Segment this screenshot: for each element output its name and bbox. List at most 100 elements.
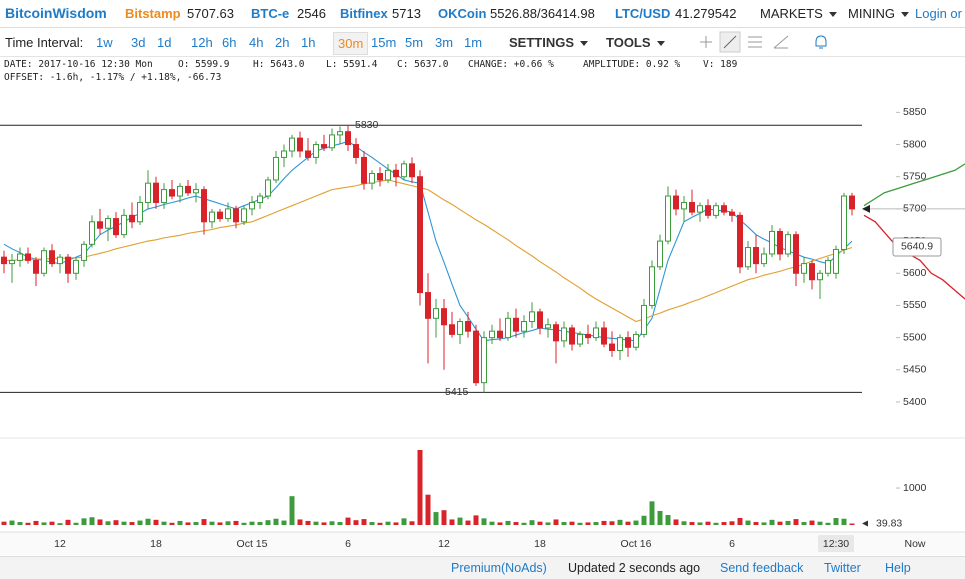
candle-body xyxy=(137,201,143,223)
interval[interactable]: 1w xyxy=(96,35,113,50)
volume-bar xyxy=(225,521,231,525)
volume-bar xyxy=(457,517,463,525)
price: 5713 xyxy=(392,6,421,21)
toolbar: Time Interval: SETTINGS TOOLS 1w 3d 1d 12h 6… xyxy=(0,28,965,57)
candle-body xyxy=(521,321,527,332)
interval[interactable]: 3m xyxy=(435,35,454,50)
volume-bar xyxy=(561,522,567,525)
interval[interactable]: 30m xyxy=(333,32,369,55)
volume-bar xyxy=(385,521,391,525)
menu[interactable]: MINING xyxy=(848,6,909,21)
info: V: 189 xyxy=(703,59,738,70)
candle-body xyxy=(265,179,271,197)
info: DATE: 2017-10-16 12:30 Mon xyxy=(4,59,153,70)
exchange[interactable]: OKCoin xyxy=(438,6,487,21)
candle-body xyxy=(729,211,735,216)
volume-bar xyxy=(521,522,527,525)
volume-bar xyxy=(33,520,39,525)
volume-bar xyxy=(577,522,583,525)
candle-body xyxy=(825,259,831,274)
link[interactable]: Send feedback xyxy=(720,561,804,575)
candle-body xyxy=(209,211,215,223)
candle-body xyxy=(233,208,239,223)
menu-label[interactable]: MARKETS xyxy=(760,6,823,21)
link[interactable]: Premium(NoAds) xyxy=(451,561,547,575)
exchange[interactable]: Bitfinex xyxy=(340,6,388,21)
candle-body xyxy=(201,189,207,223)
info: H: 5643.0 xyxy=(253,59,305,70)
volume-bar xyxy=(721,522,727,525)
candle-body xyxy=(713,205,719,216)
interval-label: Time Interval: xyxy=(5,35,84,50)
candle-body xyxy=(9,259,15,265)
candle-body xyxy=(625,337,631,348)
candle-body xyxy=(385,169,391,181)
volume-bar xyxy=(505,520,511,525)
candle-body xyxy=(81,243,87,261)
candle-body xyxy=(249,201,255,210)
interval[interactable]: 1h xyxy=(301,35,316,50)
cursor-time-box xyxy=(818,535,854,552)
volume-bar xyxy=(793,519,799,525)
candle-body xyxy=(273,156,279,181)
interval[interactable]: 6h xyxy=(222,35,237,50)
interval[interactable]: 1m xyxy=(464,35,483,50)
interval[interactable]: 4h xyxy=(249,35,264,50)
interval[interactable]: 15m xyxy=(371,35,397,50)
volume-bar xyxy=(545,522,551,525)
menu-label[interactable]: SETTINGS xyxy=(509,35,575,50)
volume-bar xyxy=(185,522,191,525)
candle-body xyxy=(457,321,463,335)
candle-body xyxy=(617,337,623,351)
top-nav: BitcoinWisdom Bitstamp 5707.63 BTC-e 254… xyxy=(0,0,965,28)
volume-bar xyxy=(417,449,423,525)
link[interactable]: Twitter xyxy=(824,561,861,575)
candle-body xyxy=(569,327,575,345)
volume-bar xyxy=(705,521,711,525)
interval[interactable]: 12h xyxy=(191,35,213,50)
menu-label[interactable]: TOOLS xyxy=(606,35,651,50)
volume-bar xyxy=(41,522,47,525)
candle-body xyxy=(561,327,567,342)
candle-body xyxy=(89,221,95,245)
menu[interactable]: TOOLS xyxy=(606,35,665,50)
menu[interactable]: MARKETS xyxy=(760,6,837,21)
price: 5526.88/36414.98 xyxy=(490,6,595,21)
volume-bar xyxy=(81,518,87,525)
candle-body xyxy=(641,304,647,335)
alert-icon[interactable] xyxy=(815,35,827,49)
volume-bar xyxy=(697,522,703,525)
login[interactable]: Login or R xyxy=(915,6,965,21)
tool-icons[interactable] xyxy=(690,28,830,56)
candle-body xyxy=(841,195,847,250)
y-tick-label: 5800 xyxy=(903,138,927,150)
interval[interactable]: 5m xyxy=(405,35,424,50)
interval[interactable]: 1d xyxy=(157,35,172,50)
volume-bar xyxy=(49,521,55,525)
link[interactable]: Help xyxy=(885,561,911,575)
candle-body xyxy=(169,189,175,197)
logo[interactable]: BitcoinWisdom xyxy=(5,5,107,21)
volume-bar xyxy=(441,510,447,525)
interval[interactable]: 2h xyxy=(275,35,290,50)
volume-bar xyxy=(241,522,247,525)
volume-bar xyxy=(425,494,431,525)
volume-bar xyxy=(337,522,343,525)
menu[interactable]: SETTINGS xyxy=(509,35,589,50)
exchange[interactable]: Bitstamp xyxy=(125,6,181,21)
candle-body xyxy=(153,182,159,203)
exchange[interactable]: BTC-e xyxy=(251,6,290,21)
volume-bar xyxy=(761,522,767,525)
candle-body xyxy=(801,263,807,274)
candle-body xyxy=(489,330,495,339)
volume-bar xyxy=(809,520,815,525)
exchange[interactable]: LTC/USD xyxy=(615,6,671,21)
menu-label[interactable]: MINING xyxy=(848,6,895,21)
x-tick-label: 12 xyxy=(438,538,450,550)
footer: Premium(NoAds) Updated 2 seconds ago Sen… xyxy=(0,556,965,579)
icon[interactable] xyxy=(773,35,789,49)
moving-average xyxy=(4,179,853,323)
volume-bar xyxy=(161,521,167,525)
depth-bids xyxy=(863,214,965,300)
interval[interactable]: 3d xyxy=(131,35,146,50)
